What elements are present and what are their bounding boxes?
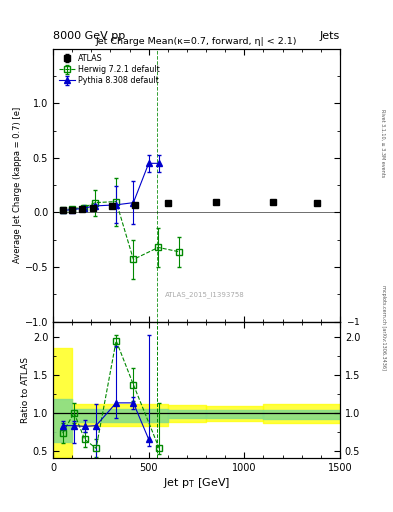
Text: Rivet 3.1.10, ≥ 3.3M events: Rivet 3.1.10, ≥ 3.3M events — [381, 109, 386, 178]
Text: ATLAS_2015_I1393758: ATLAS_2015_I1393758 — [165, 291, 245, 298]
Text: mcplots.cern.ch [arXiv:1306.3436]: mcplots.cern.ch [arXiv:1306.3436] — [381, 285, 386, 370]
X-axis label: Jet p$_{\mathrm{T}}$ [GeV]: Jet p$_{\mathrm{T}}$ [GeV] — [163, 476, 230, 490]
Title: Jet Charge Mean(κ=0.7, forward, η| < 2.1): Jet Charge Mean(κ=0.7, forward, η| < 2.1… — [96, 37, 297, 47]
Legend: ATLAS, Herwig 7.2.1 default, Pythia 8.308 default: ATLAS, Herwig 7.2.1 default, Pythia 8.30… — [57, 53, 162, 87]
Text: 8000 GeV pp: 8000 GeV pp — [53, 31, 125, 41]
Text: Jets: Jets — [320, 31, 340, 41]
Text: $-1$: $-1$ — [345, 316, 360, 327]
Y-axis label: Average Jet Charge (kappa = 0.7) [e]: Average Jet Charge (kappa = 0.7) [e] — [13, 107, 22, 263]
Y-axis label: Ratio to ATLAS: Ratio to ATLAS — [21, 357, 30, 423]
